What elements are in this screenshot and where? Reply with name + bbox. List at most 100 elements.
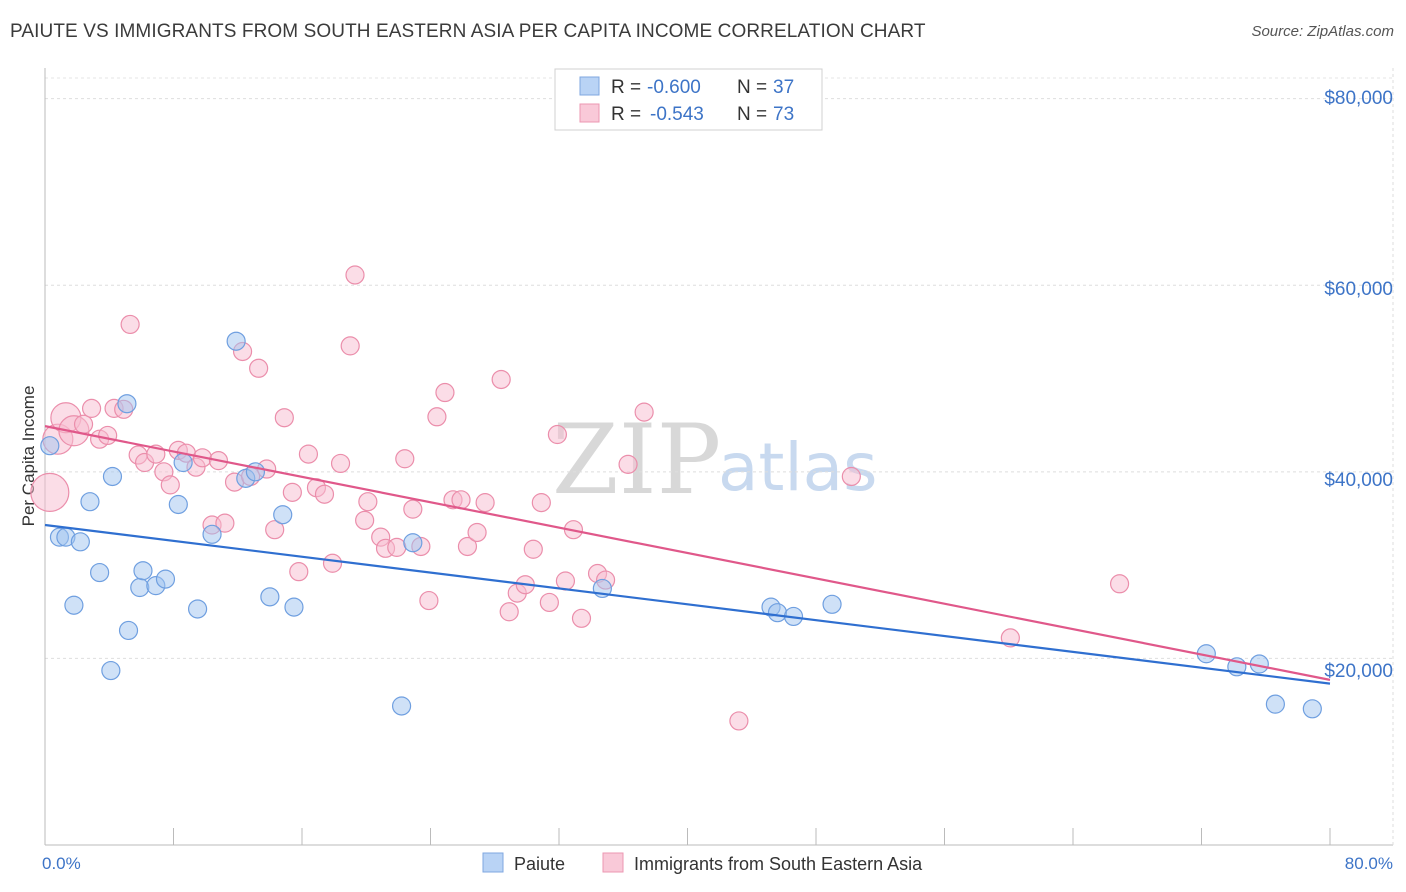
paiute-point — [202, 524, 222, 544]
legend-r-value-paiute: -0.600 — [647, 77, 701, 98]
immigrants-point — [345, 265, 365, 285]
x-tick-label-max: 80.0% — [1345, 854, 1393, 873]
legend-label-paiute: Paiute — [514, 854, 565, 874]
paiute-point — [187, 599, 208, 619]
y-tick-label: $60,000 — [1324, 279, 1393, 300]
paiute-point — [1265, 694, 1285, 714]
immigrants-point — [387, 537, 407, 557]
paiute-point — [64, 595, 84, 615]
immigrants-point — [435, 382, 455, 403]
immigrants-point — [314, 484, 335, 504]
source-credit: Source: ZipAtlas.com — [1251, 23, 1394, 40]
immigrants-point — [403, 499, 423, 519]
immigrants-point — [499, 602, 519, 622]
y-tick-label: $20,000 — [1324, 661, 1393, 682]
immigrants-point — [618, 454, 638, 474]
legend-swatch-paiute — [579, 76, 600, 96]
paiute-point — [155, 569, 176, 589]
immigrants-point — [98, 425, 118, 446]
series-legend: Paiute Immigrants from South Eastern Asi… — [482, 852, 923, 874]
paiute-point — [90, 562, 110, 583]
legend-r-label: R = — [611, 104, 641, 125]
immigrants-point — [1109, 574, 1130, 594]
immigrants-point — [340, 336, 360, 356]
immigrants-point — [282, 482, 302, 502]
immigrants-point — [555, 571, 576, 591]
paiute-point — [391, 696, 412, 716]
immigrants-point — [427, 407, 447, 427]
series-immigrants-points — [30, 265, 1130, 731]
y-tick-label: $80,000 — [1324, 88, 1393, 109]
legend-n-label: N = — [737, 77, 767, 98]
immigrants-point — [531, 493, 551, 513]
immigrants-point — [475, 493, 495, 513]
immigrants-point — [73, 414, 94, 434]
immigrants-point — [322, 553, 343, 573]
immigrants-point — [265, 520, 285, 540]
immigrants-point — [457, 536, 478, 557]
paiute-point — [118, 620, 139, 641]
immigrants-point — [1000, 628, 1020, 648]
paiute-point — [133, 561, 153, 581]
immigrants-point — [729, 711, 749, 731]
immigrants-point — [249, 358, 269, 378]
paiute-point — [403, 533, 423, 553]
y-tick-label: $40,000 — [1324, 470, 1393, 491]
immigrants-point — [491, 369, 511, 390]
paiute-point — [173, 452, 193, 473]
paiute-point — [822, 594, 842, 614]
legend-r-value-immigrants: -0.543 — [650, 104, 704, 125]
chart-title: PAIUTE VS IMMIGRANTS FROM SOUTH EASTERN … — [10, 21, 926, 42]
legend-swatch-immigrants — [579, 103, 600, 123]
legend-label-immigrants: Immigrants from South Eastern Asia — [634, 854, 923, 874]
paiute-point — [80, 492, 100, 512]
immigrants-point — [547, 424, 567, 445]
legend-n-label: N = — [737, 104, 767, 125]
legend-r-label: R = — [611, 77, 641, 98]
paiute-point — [40, 436, 60, 456]
immigrants-point — [120, 314, 140, 335]
paiute-point — [102, 466, 123, 487]
paiute-point — [273, 505, 293, 525]
paiute-point — [130, 577, 150, 598]
paiute-point — [1302, 699, 1322, 719]
immigrants-point — [523, 539, 543, 559]
immigrants-point — [358, 492, 378, 512]
grid-lines — [45, 77, 1393, 659]
legend-swatch-immigrants — [602, 852, 624, 873]
paiute-trend-line — [44, 523, 1331, 685]
immigrants-trend-line — [44, 425, 1331, 681]
series-paiute-points — [40, 331, 1322, 719]
paiute-point — [101, 660, 121, 681]
paiute-point — [168, 494, 188, 515]
immigrants-point — [330, 453, 351, 474]
x-tick-label-min: 0.0% — [42, 854, 81, 873]
correlation-legend: R = -0.600 N = 37 R = -0.543 N = 73 — [554, 68, 823, 131]
immigrants-point — [571, 608, 592, 628]
paiute-point — [284, 597, 304, 617]
paiute-point — [70, 532, 90, 552]
legend-n-value-immigrants: 73 — [773, 104, 794, 125]
immigrants-point — [298, 444, 319, 464]
immigrants-point — [160, 475, 180, 495]
paiute-point — [226, 331, 246, 351]
paiute-point — [767, 603, 788, 623]
immigrants-point — [634, 402, 654, 422]
immigrants-point — [274, 408, 294, 428]
paiute-point — [117, 394, 137, 414]
immigrants-point — [467, 522, 487, 543]
immigrants-point — [355, 510, 375, 530]
legend-swatch-paiute — [482, 852, 504, 873]
legend-n-value-paiute: 37 — [773, 77, 794, 98]
immigrants-point — [289, 562, 309, 582]
immigrants-point — [81, 398, 102, 418]
immigrants-point — [539, 592, 559, 613]
x-tick-marks — [44, 828, 1331, 845]
paiute-point — [260, 587, 280, 607]
immigrants-point — [841, 466, 861, 487]
immigrants-point — [419, 590, 439, 611]
trend-lines — [44, 425, 1331, 685]
immigrants-point — [395, 449, 415, 469]
immigrants-point — [30, 472, 70, 512]
